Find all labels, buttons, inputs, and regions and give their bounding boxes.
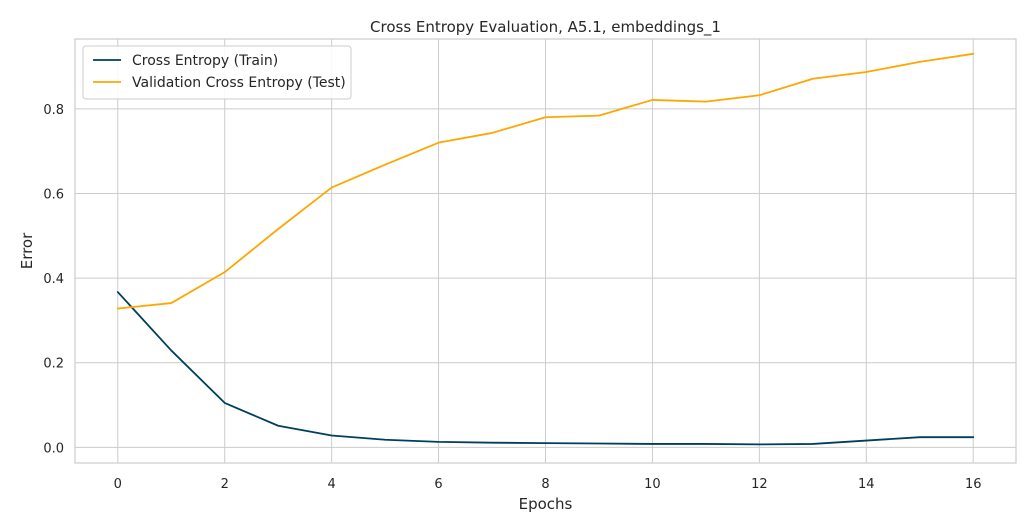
y-tick-label: 0.4 [43,272,64,287]
x-tick-label: 0 [114,477,122,492]
y-tick-label: 0.6 [43,187,64,202]
x-axis-label: Epochs [519,495,573,513]
grid-lines [75,39,1016,463]
x-tick-label: 8 [541,477,549,492]
chart-title: Cross Entropy Evaluation, A5.1, embeddin… [370,18,721,37]
x-tick-labels: 0 2 4 6 8 10 12 14 16 [114,477,982,492]
y-tick-label: 0.2 [43,357,64,372]
y-axis-label: Error [18,232,36,269]
series-line-1 [116,52,975,310]
series-line-0 [116,291,975,446]
x-tick-label: 14 [858,477,875,492]
x-tick-label: 2 [221,477,229,492]
series-lines [116,52,975,446]
x-tick-label: 4 [327,477,335,492]
x-tick-label: 10 [644,477,661,492]
y-tick-label: 0.0 [43,441,64,456]
y-tick-labels: 0.0 0.2 0.4 0.6 0.8 [43,103,64,457]
y-tick-label: 0.8 [43,103,64,118]
plot-frame [74,38,1017,464]
legend-label: Validation Cross Entropy (Test) [132,75,346,91]
legend-label: Cross Entropy (Train) [132,53,278,69]
legend-box [82,45,352,100]
x-tick-label: 16 [965,477,982,492]
x-tick-label: 6 [434,477,442,492]
legend: Cross Entropy (Train) Validation Cross En… [82,45,352,100]
x-tick-label: 12 [751,477,768,492]
